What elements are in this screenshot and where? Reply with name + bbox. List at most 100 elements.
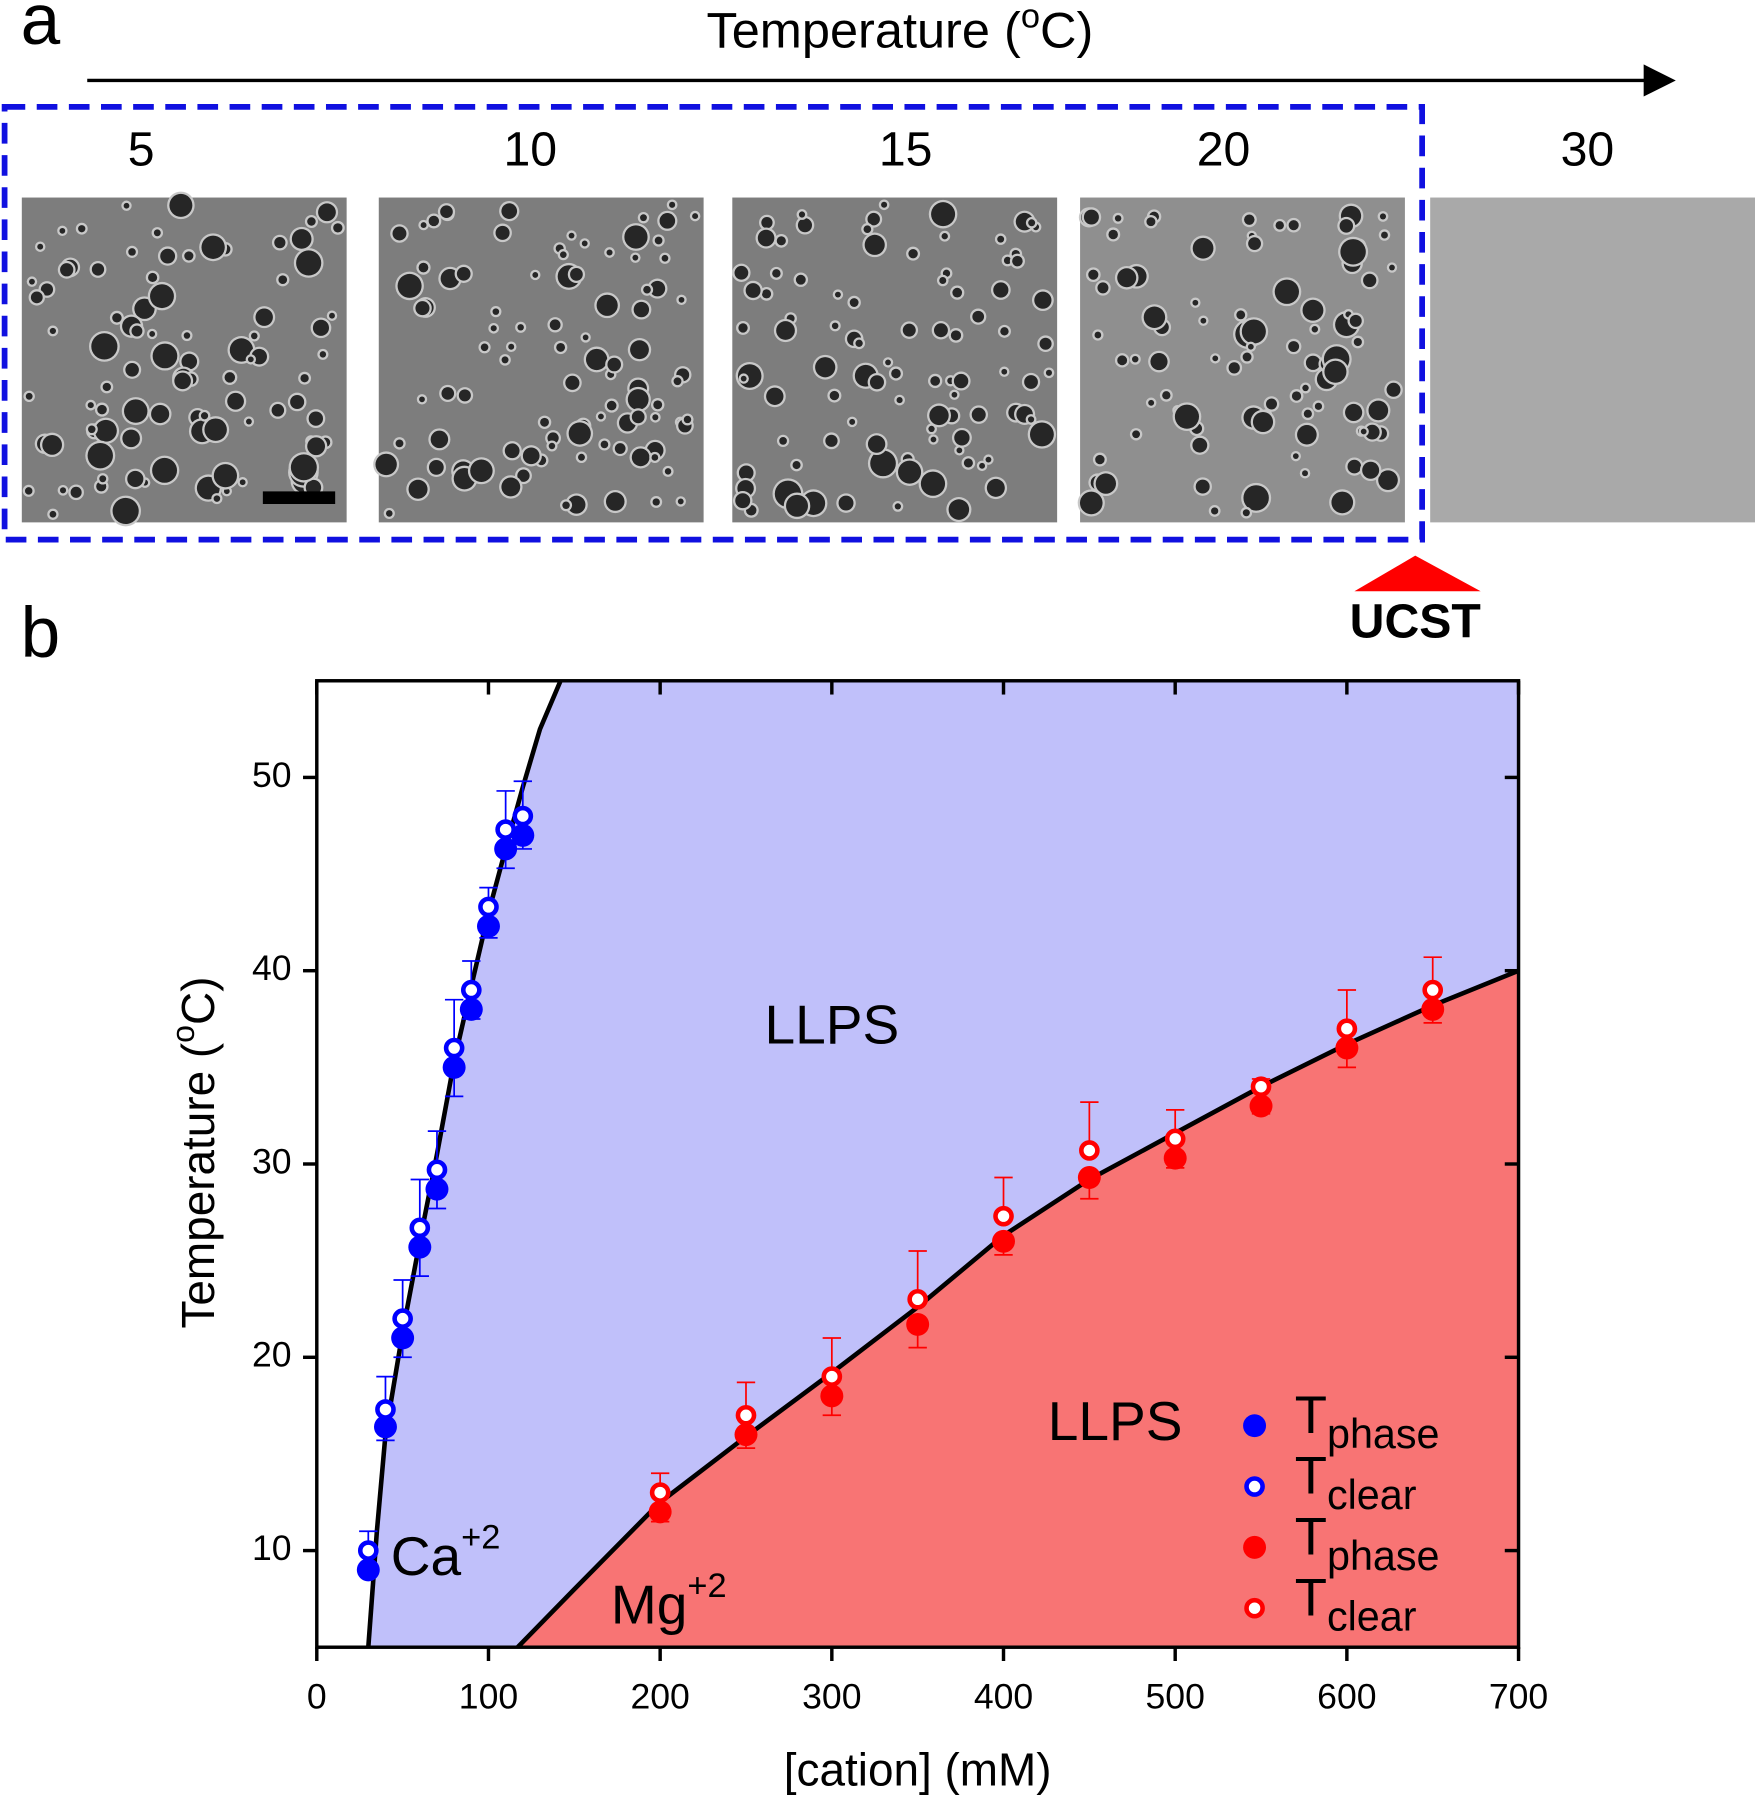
droplet bbox=[508, 343, 515, 350]
x-tick-label: 100 bbox=[459, 1676, 518, 1716]
droplet bbox=[318, 203, 336, 222]
droplet bbox=[761, 289, 772, 299]
droplet bbox=[1174, 404, 1200, 429]
droplet bbox=[568, 232, 575, 239]
droplet bbox=[605, 492, 625, 511]
point bbox=[1163, 1146, 1187, 1170]
point bbox=[734, 1423, 758, 1447]
droplet bbox=[312, 319, 330, 336]
annotation: LLPS bbox=[764, 993, 899, 1055]
droplet bbox=[606, 249, 613, 256]
droplet bbox=[1349, 314, 1362, 327]
scale-bar bbox=[262, 491, 336, 505]
droplet bbox=[224, 372, 236, 383]
droplet bbox=[1274, 279, 1299, 304]
droplet bbox=[151, 404, 170, 424]
droplet bbox=[795, 274, 806, 285]
droplet bbox=[633, 301, 650, 318]
droplet bbox=[408, 479, 428, 499]
droplet bbox=[849, 298, 859, 307]
y-tick-label: 20 bbox=[252, 1335, 292, 1375]
droplet bbox=[869, 375, 884, 390]
droplet bbox=[985, 456, 992, 463]
droplet bbox=[440, 205, 453, 219]
droplet bbox=[25, 392, 33, 400]
y-axis-label-text: C) bbox=[172, 976, 224, 1024]
droplet bbox=[567, 495, 586, 514]
droplet bbox=[596, 294, 618, 316]
droplet bbox=[148, 272, 158, 283]
droplet bbox=[953, 373, 969, 389]
droplet bbox=[418, 262, 429, 273]
droplet bbox=[939, 276, 947, 284]
droplet bbox=[930, 436, 937, 443]
droplet bbox=[956, 447, 963, 454]
droplet bbox=[420, 222, 427, 228]
droplet bbox=[122, 429, 140, 448]
droplet bbox=[1305, 355, 1321, 370]
legend-sub: clear bbox=[1327, 1472, 1417, 1518]
droplet bbox=[624, 225, 648, 249]
droplet bbox=[1347, 459, 1362, 474]
droplet bbox=[1024, 375, 1038, 389]
droplet bbox=[1288, 220, 1299, 231]
droplet bbox=[385, 510, 393, 517]
droplet bbox=[894, 503, 901, 510]
point bbox=[735, 1404, 757, 1426]
droplet bbox=[798, 211, 806, 218]
droplet bbox=[227, 392, 244, 410]
annotation-text: LLPS bbox=[764, 993, 899, 1055]
droplet bbox=[40, 283, 54, 296]
droplet bbox=[954, 430, 970, 446]
droplet bbox=[458, 389, 471, 402]
temperature-label: 10 bbox=[503, 123, 557, 177]
x-tick-label: 400 bbox=[974, 1676, 1033, 1716]
legend-name: T bbox=[1295, 1568, 1327, 1627]
droplet bbox=[653, 400, 663, 410]
droplet bbox=[37, 243, 44, 250]
droplet bbox=[1095, 454, 1105, 465]
header-text: C) bbox=[1040, 2, 1093, 59]
droplet bbox=[834, 291, 841, 298]
droplet bbox=[630, 340, 649, 360]
droplet bbox=[49, 510, 57, 518]
droplet bbox=[678, 296, 685, 303]
droplet bbox=[131, 325, 143, 337]
legend-name: T bbox=[1295, 1386, 1327, 1445]
droplet bbox=[91, 263, 105, 276]
x-tick-label: 500 bbox=[1146, 1676, 1205, 1716]
droplet bbox=[1079, 491, 1103, 515]
droplet bbox=[664, 468, 672, 475]
droplet bbox=[1345, 403, 1363, 422]
droplet bbox=[1211, 507, 1219, 515]
y-axis-label-sup: o bbox=[165, 1025, 201, 1043]
arrow-head bbox=[1643, 64, 1676, 97]
droplet bbox=[42, 434, 62, 455]
panel-label: a bbox=[21, 0, 61, 60]
droplet bbox=[1095, 473, 1117, 494]
droplet bbox=[643, 285, 651, 294]
droplet bbox=[201, 235, 225, 259]
droplet bbox=[245, 418, 252, 425]
droplet bbox=[1340, 239, 1366, 265]
droplet bbox=[1094, 331, 1102, 339]
annotation-text: LLPS bbox=[1048, 1389, 1183, 1451]
droplet bbox=[831, 322, 839, 330]
droplet bbox=[169, 193, 193, 217]
droplet bbox=[123, 202, 130, 209]
droplet bbox=[1302, 299, 1324, 321]
droplet bbox=[1248, 237, 1261, 250]
droplet bbox=[125, 363, 139, 377]
droplet bbox=[979, 462, 986, 469]
droplet bbox=[1362, 461, 1380, 479]
droplet bbox=[308, 411, 324, 426]
droplet bbox=[1368, 400, 1389, 421]
droplet bbox=[1324, 360, 1347, 383]
point bbox=[409, 1217, 431, 1239]
y-tick-label: 50 bbox=[252, 755, 292, 795]
droplet bbox=[1200, 317, 1207, 324]
droplet bbox=[870, 450, 896, 477]
droplet bbox=[501, 203, 518, 219]
droplet bbox=[204, 418, 227, 441]
droplet bbox=[772, 269, 781, 278]
